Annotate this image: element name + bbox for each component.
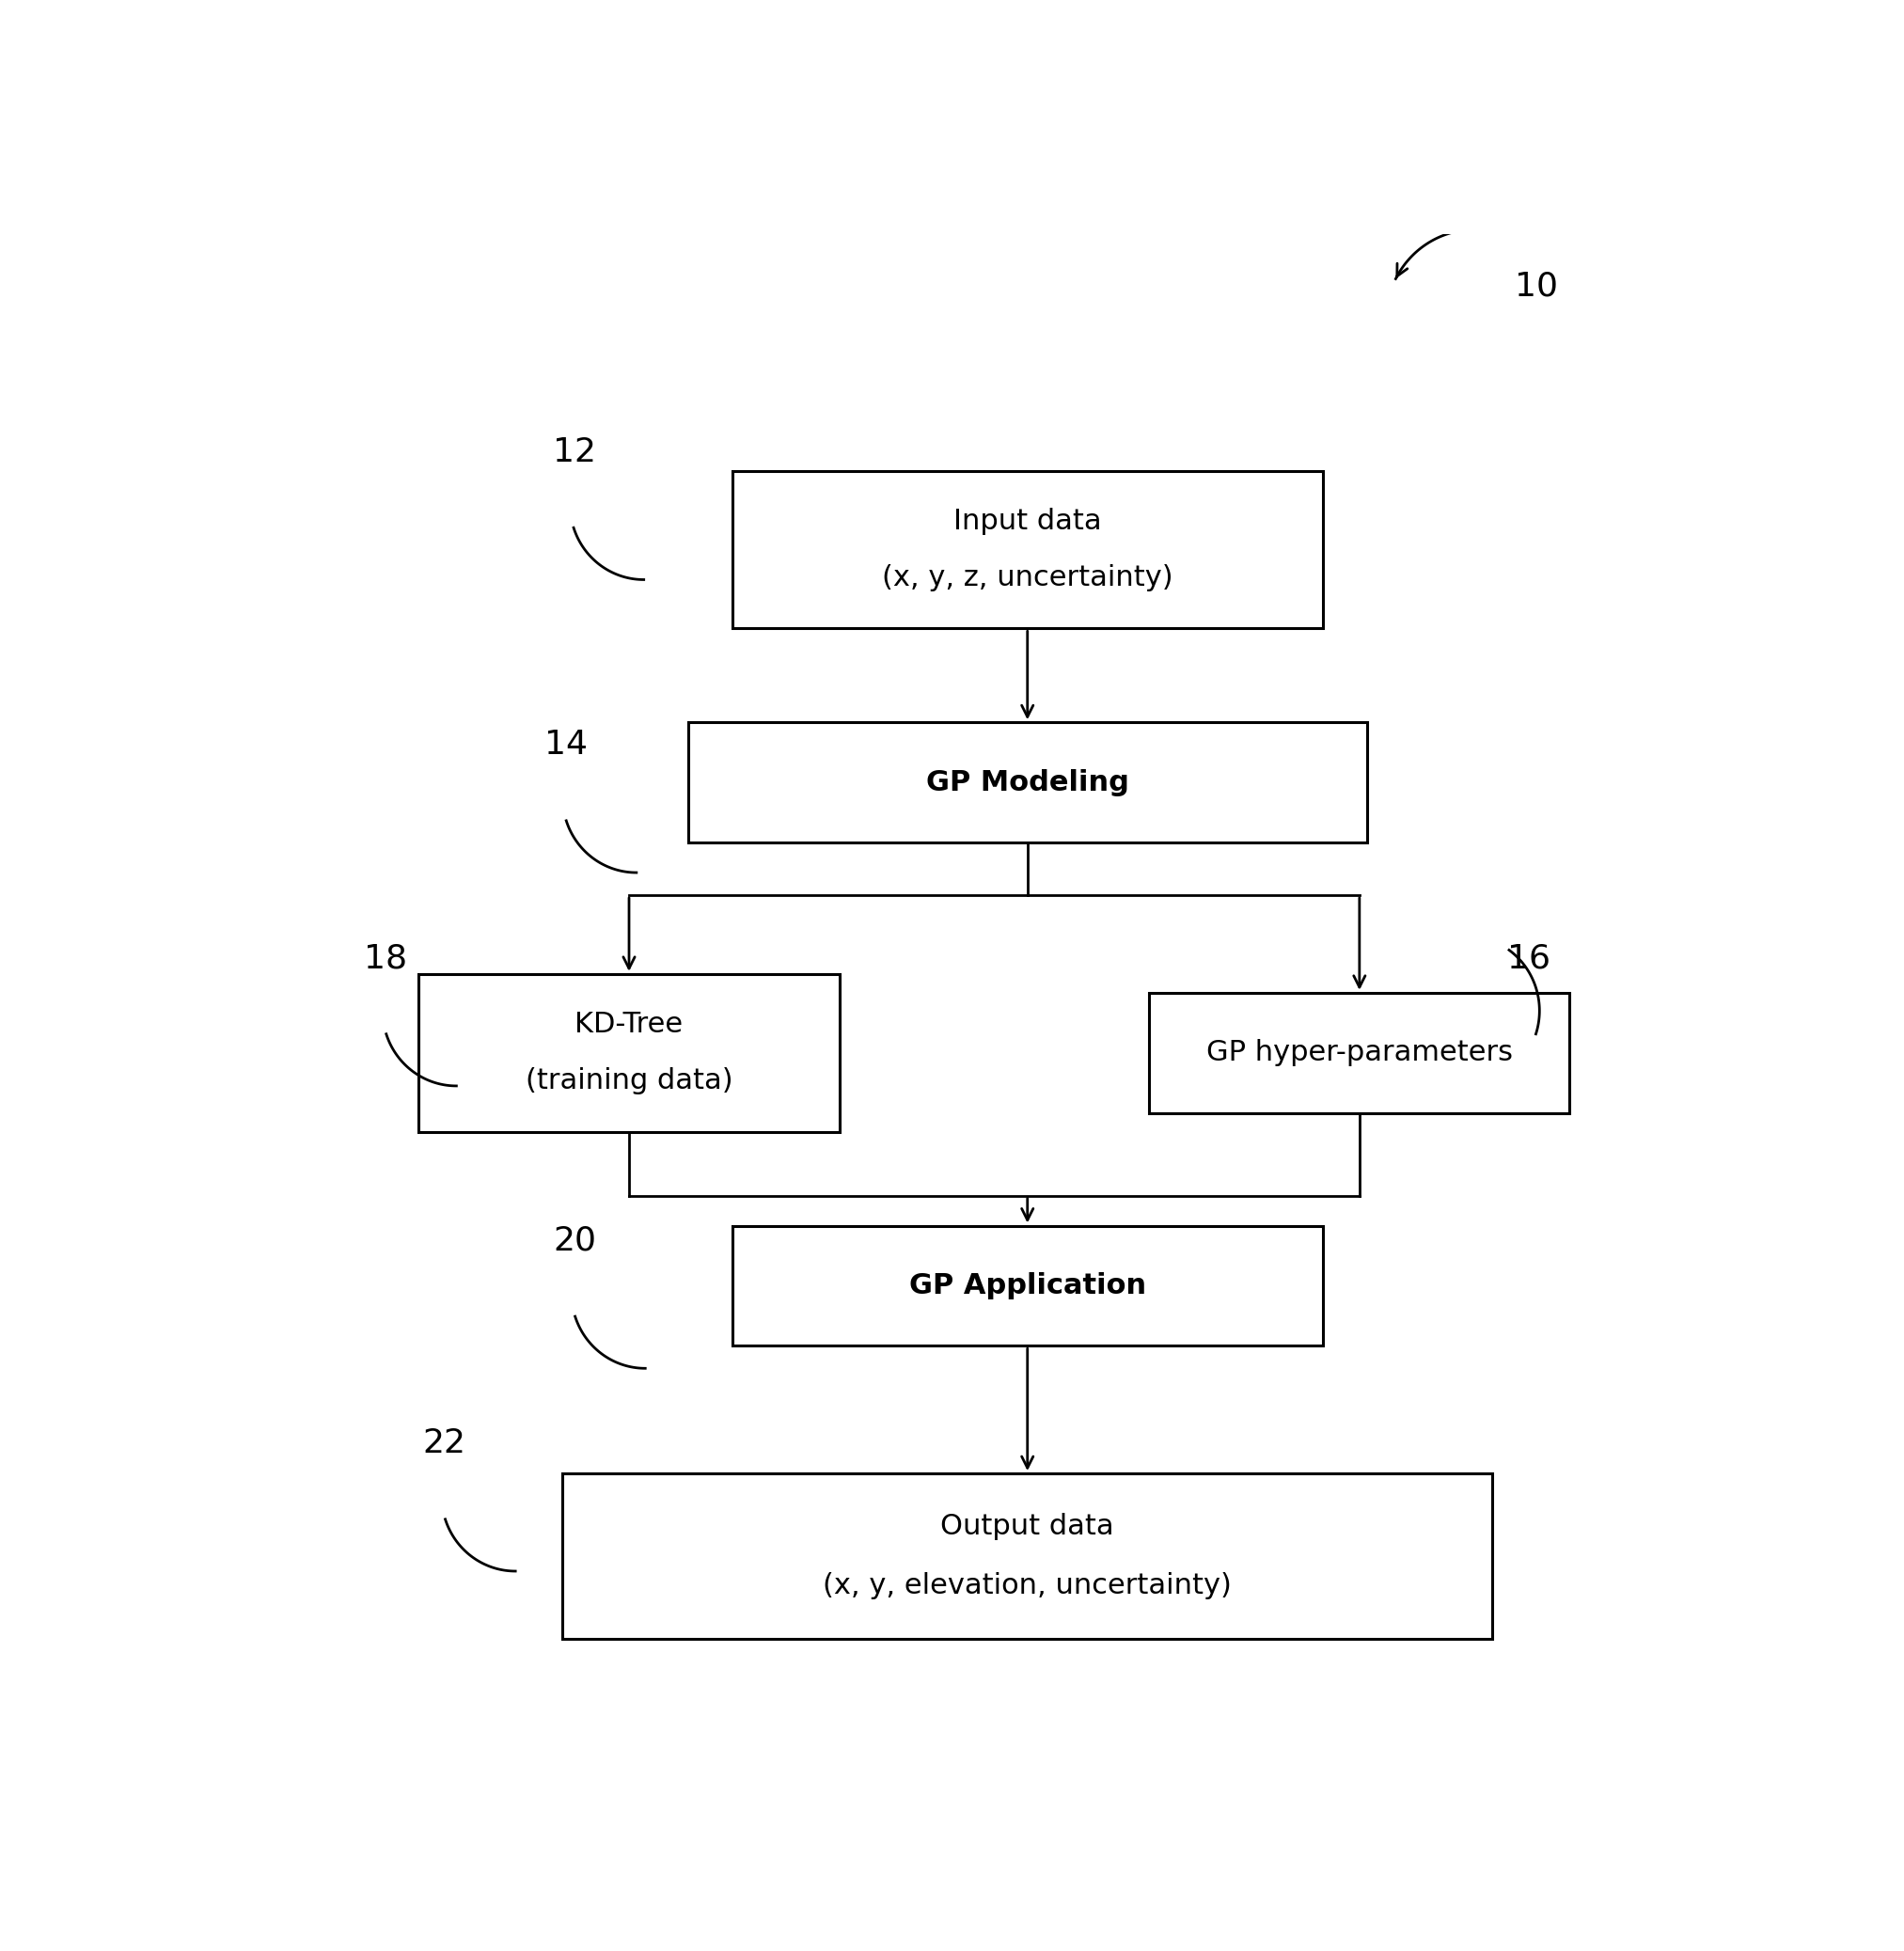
Text: 20: 20 (552, 1225, 596, 1256)
Text: 18: 18 (364, 942, 407, 974)
Text: GP Application: GP Application (908, 1272, 1146, 1299)
Text: Input data: Input data (954, 507, 1102, 535)
Text: (training data): (training data) (526, 1067, 733, 1095)
Text: KD-Tree: KD-Tree (575, 1011, 684, 1038)
Text: (x, y, z, uncertainty): (x, y, z, uncertainty) (882, 564, 1173, 591)
Text: 16: 16 (1508, 942, 1550, 974)
FancyBboxPatch shape (687, 722, 1367, 843)
FancyBboxPatch shape (733, 470, 1323, 628)
Text: Output data: Output data (941, 1512, 1114, 1539)
FancyBboxPatch shape (1150, 993, 1569, 1112)
Text: (x, y, elevation, uncertainty): (x, y, elevation, uncertainty) (823, 1573, 1232, 1600)
Text: 14: 14 (545, 730, 586, 761)
Text: GP Modeling: GP Modeling (925, 769, 1129, 796)
FancyBboxPatch shape (564, 1473, 1493, 1639)
FancyBboxPatch shape (419, 974, 840, 1132)
FancyBboxPatch shape (733, 1225, 1323, 1346)
Text: 10: 10 (1516, 271, 1557, 302)
Text: 22: 22 (423, 1428, 466, 1459)
Text: GP hyper-parameters: GP hyper-parameters (1207, 1040, 1512, 1067)
Text: 12: 12 (552, 435, 596, 468)
